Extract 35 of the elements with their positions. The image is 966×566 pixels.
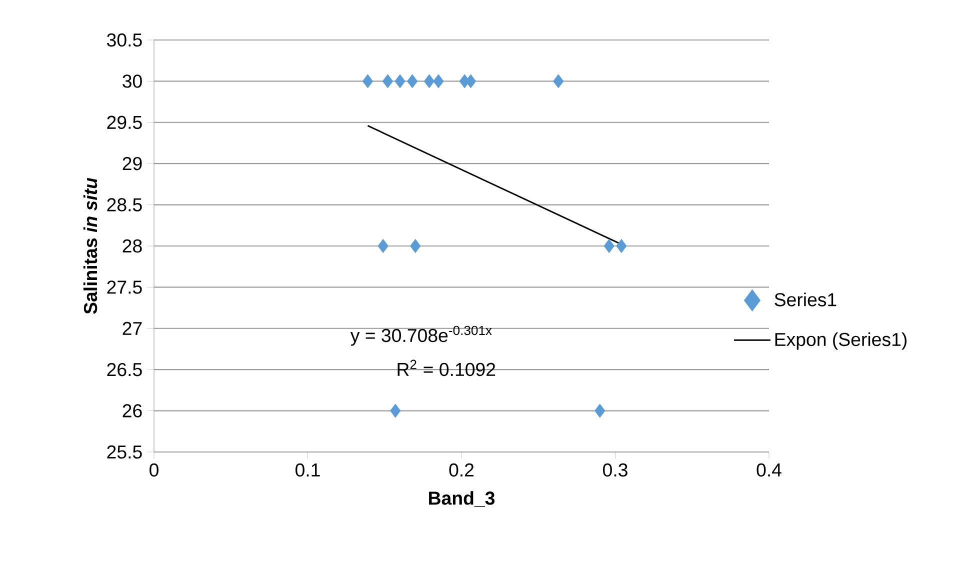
annotation: R$^{2}$ = 0.1092: [398, 360, 496, 376]
y-tick-label: 28.5: [107, 198, 142, 212]
y-tick-label: 27: [122, 322, 142, 335]
point: [382, 74, 393, 88]
x-tick-label: 0: [150, 463, 158, 477]
y-tick-label: 30: [122, 74, 142, 88]
y-tick-label: 29.5: [107, 116, 142, 130]
y-tick-label: 28: [122, 239, 142, 253]
x-tick-label: 0.4: [756, 463, 782, 477]
y-tick-label: 29: [122, 156, 142, 170]
legend-label: Expon (Series1): [775, 332, 906, 350]
annotation: y = 30.708e$^{-0.301x}$: [350, 326, 492, 346]
point: [410, 239, 421, 253]
point: [594, 404, 606, 418]
y-tick-label: 30.5: [107, 33, 142, 47]
point: [394, 74, 406, 88]
x-tick-label: 0.1: [296, 463, 320, 477]
y-tick-label: 25.5: [107, 445, 142, 459]
x-tick-label: 0.3: [603, 463, 628, 477]
y-tick-label: 26: [122, 404, 142, 418]
x-axis-title: Band_3: [429, 491, 495, 507]
point: [424, 74, 434, 88]
point: [407, 74, 418, 88]
y-tick-label: 27.5: [107, 280, 142, 294]
x-tick-label: 0.2: [449, 463, 474, 477]
legend-label: Series1: [774, 292, 836, 306]
point: [390, 404, 401, 418]
point: [553, 74, 564, 88]
y-tick-label: 26.5: [107, 362, 142, 376]
point: [433, 74, 444, 88]
point: [378, 239, 388, 253]
point: [604, 239, 614, 253]
point: [362, 74, 373, 88]
point: [616, 239, 627, 253]
y-axis-title: Salinitas in situ: [83, 178, 98, 314]
